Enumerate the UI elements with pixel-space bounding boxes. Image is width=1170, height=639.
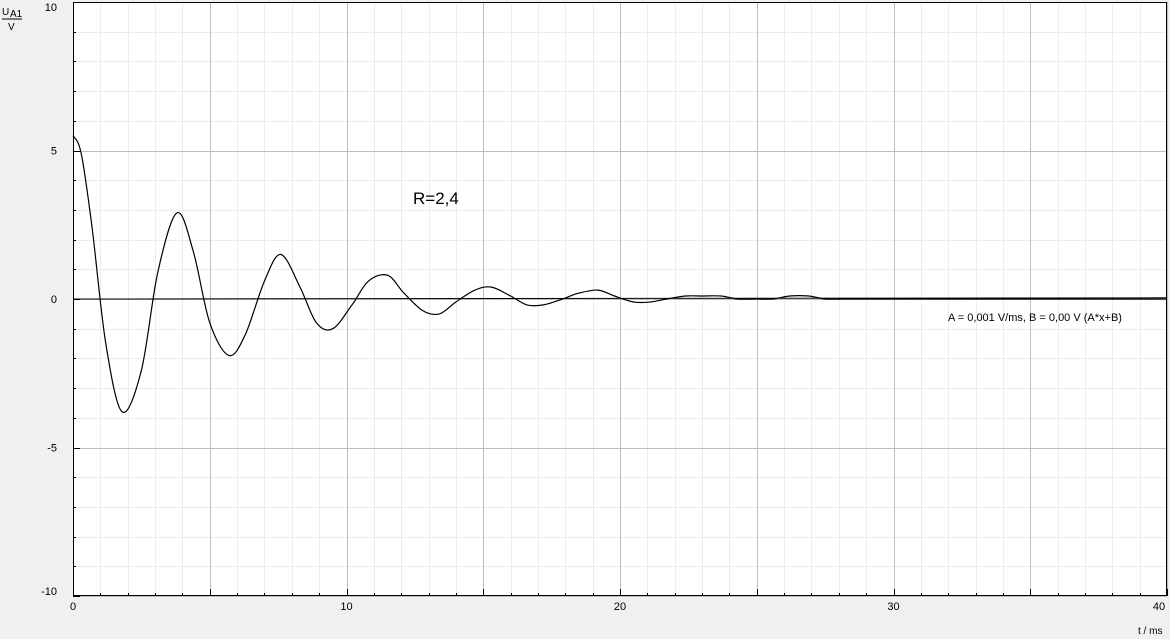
y-tick-label: -5 <box>47 443 57 455</box>
chart-annotation: R=2,4 <box>413 189 459 208</box>
y-tick-label: 0 <box>51 294 57 306</box>
y-axis-subscript: A1 <box>10 9 23 20</box>
y-axis-symbol: U <box>2 7 9 18</box>
x-tick-label: 20 <box>614 601 626 613</box>
x-axis-title: t / ms <box>1138 626 1162 637</box>
fit-label: A = 0,001 V/ms, B = 0,00 V (A*x+B) <box>948 312 1122 324</box>
y-tick-label: 5 <box>51 146 57 158</box>
x-tick-label: 30 <box>887 601 899 613</box>
x-tick-label: 40 <box>1153 601 1165 613</box>
x-tick-label: 10 <box>340 601 352 613</box>
x-tick-label: 0 <box>70 601 76 613</box>
y-tick-label: -10 <box>41 586 57 598</box>
y-axis-title: U A1 V <box>2 7 23 33</box>
y-tick-label: 10 <box>45 2 57 14</box>
y-axis-unit: V <box>8 22 15 33</box>
